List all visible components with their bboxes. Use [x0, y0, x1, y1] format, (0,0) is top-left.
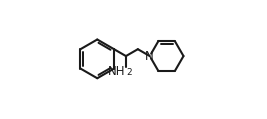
Text: NH: NH: [108, 65, 125, 78]
Text: N: N: [145, 50, 154, 63]
Text: 2: 2: [126, 68, 132, 77]
